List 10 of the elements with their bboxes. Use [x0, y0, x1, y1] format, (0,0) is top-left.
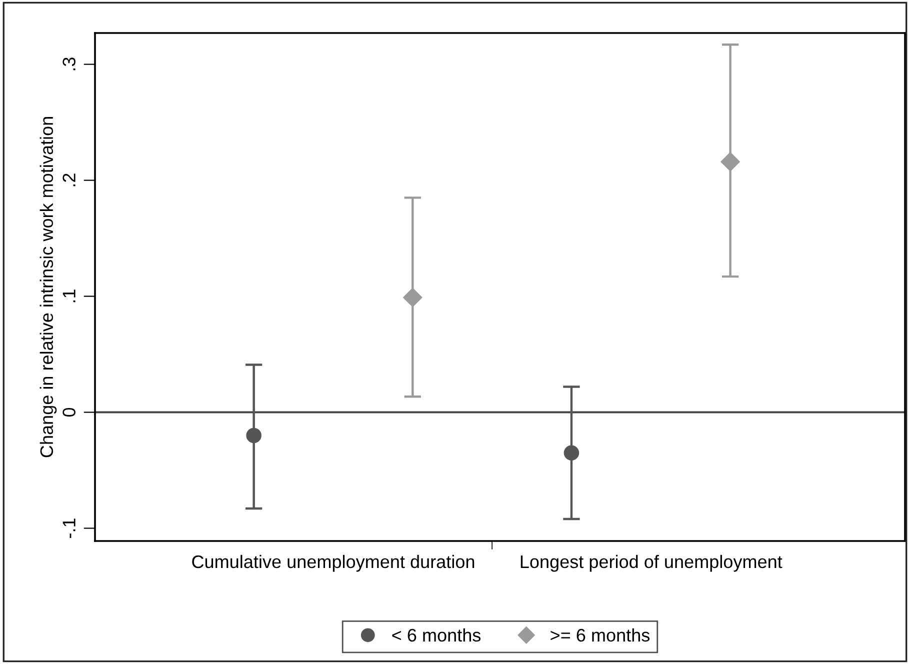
y-axis-title: Change in relative intrinsic work motivation: [40, 117, 57, 458]
legend-label: < 6 months: [392, 628, 481, 642]
y-tick-label: .1: [62, 290, 76, 302]
x-tick-label: Cumulative unemployment duration: [192, 554, 474, 572]
y-tick-label: .3: [62, 58, 76, 70]
x-tick-label: Longest period of unemployment: [520, 554, 782, 572]
y-tick-label: -.1: [62, 518, 76, 538]
legend-label: >= 6 months: [550, 628, 650, 642]
y-tick-label: 0: [62, 408, 76, 417]
y-tick-label: .2: [62, 174, 76, 186]
